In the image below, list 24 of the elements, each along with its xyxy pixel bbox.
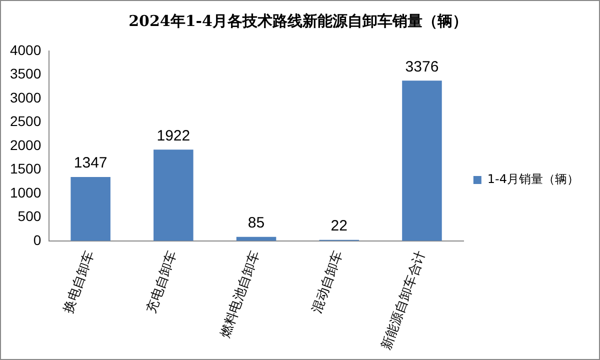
y-tick-label: 2000 — [10, 136, 42, 153]
y-tick-label: 1500 — [10, 160, 42, 177]
y-tick-label: 3500 — [10, 66, 42, 82]
x-tick-label: 燃料电池自卸车 — [218, 248, 264, 340]
bar — [402, 80, 442, 241]
chart-title: 2024年1-4月各技术路线新能源自卸车销量（辆） — [128, 12, 468, 30]
data-label: 22 — [330, 218, 348, 235]
y-tick-label: 0 — [33, 232, 42, 248]
y-tick-label: 2500 — [10, 113, 42, 130]
legend-label: 1-4月销量（辆） — [487, 172, 580, 186]
x-tick-label: 换电自卸车 — [61, 248, 98, 316]
data-label: 3376 — [405, 58, 439, 76]
y-tick-label: 4000 — [10, 42, 42, 58]
data-label: 1922 — [156, 127, 190, 144]
y-tick-label: 1000 — [10, 184, 42, 200]
bar — [70, 176, 110, 241]
x-tick-label: 充电自卸车 — [144, 248, 180, 316]
y-tick-label: 3000 — [10, 89, 42, 106]
x-tick-label: 混动自卸车 — [310, 248, 346, 316]
data-label: 1347 — [74, 154, 108, 172]
x-tick-label: 新能源自卸车合计 — [379, 248, 429, 352]
y-tick-label: 500 — [18, 208, 42, 224]
bar — [154, 150, 194, 241]
data-label: 85 — [248, 214, 265, 232]
